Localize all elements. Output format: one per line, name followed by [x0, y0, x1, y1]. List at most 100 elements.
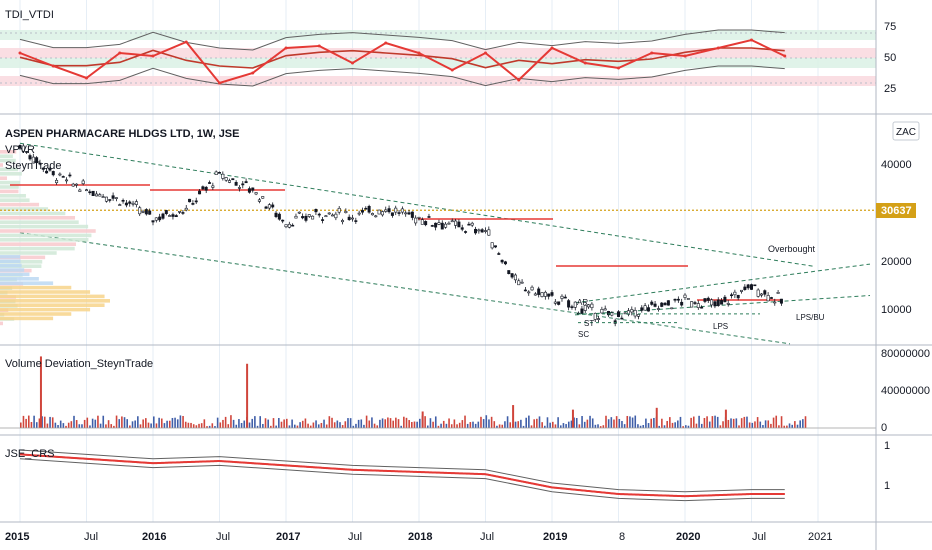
- tdi-point: [484, 52, 487, 55]
- time-tick: 8: [619, 531, 625, 543]
- candle-body: [105, 197, 107, 201]
- volume-bar: [669, 417, 671, 428]
- candle-body: [704, 299, 706, 302]
- volume-bar: [698, 416, 700, 428]
- candle-body: [611, 313, 613, 315]
- candle-body: [591, 304, 593, 308]
- candle-body: [242, 184, 244, 185]
- volume-bar: [794, 421, 796, 428]
- volume-bar: [464, 416, 466, 428]
- volume-bar: [501, 425, 503, 428]
- volume-bar: [180, 415, 182, 428]
- volume-bar: [645, 419, 647, 428]
- candle-body: [305, 216, 307, 220]
- vpvr-bar: [0, 317, 53, 321]
- candle-body: [734, 292, 736, 295]
- time-tick: 2017: [276, 531, 300, 543]
- vpvr-bar: [0, 225, 88, 229]
- time-axis: 2015 Jul 2016 Jul 2017 Jul 2018 Jul 2019…: [5, 531, 832, 543]
- volume-bar: [87, 418, 89, 428]
- candle-body: [684, 295, 686, 298]
- volume-bar: [730, 418, 732, 428]
- vpvr-bar: [0, 198, 30, 202]
- time-tick: Jul: [348, 531, 362, 543]
- candle-body: [547, 294, 549, 296]
- volume-bar: [28, 416, 30, 428]
- candle-body: [29, 156, 31, 159]
- volume-bar: [84, 420, 86, 428]
- candle-body: [331, 215, 333, 216]
- volume-bar: [611, 417, 613, 428]
- tdi-point: [684, 55, 687, 58]
- volume-bar: [358, 420, 360, 428]
- tdi-point: [185, 41, 188, 44]
- candle-body: [375, 216, 377, 217]
- candle-body: [228, 181, 230, 183]
- candle-body: [82, 181, 84, 184]
- candle-body: [707, 298, 709, 300]
- volume-bar: [424, 416, 426, 428]
- tdi-point: [418, 52, 421, 55]
- volume-bar: [797, 425, 799, 428]
- volume-bar: [778, 425, 780, 428]
- indicator-steyntrade: SteynTrade: [5, 160, 61, 172]
- candle-body: [109, 199, 111, 200]
- volume-bar: [105, 424, 107, 428]
- volume-title: Volume Deviation_SteynTrade: [5, 358, 153, 370]
- volume-bar: [156, 423, 158, 428]
- volume-spike: [725, 410, 727, 428]
- candle-body: [674, 299, 676, 300]
- candle-body: [637, 314, 639, 316]
- volume-bar: [483, 419, 485, 428]
- candle-body: [378, 210, 380, 214]
- volume-bar: [398, 419, 400, 428]
- volume-bar: [805, 416, 807, 428]
- volume-bar: [177, 419, 179, 428]
- candle-body: [710, 300, 712, 305]
- volume-bar: [672, 423, 674, 428]
- volume-bar: [773, 418, 775, 428]
- vpvr-bar: [0, 273, 29, 277]
- candle-body: [142, 211, 144, 212]
- candle-body: [697, 304, 699, 308]
- candle-body: [89, 192, 91, 193]
- vpvr-bar: [0, 181, 20, 185]
- candle-body: [714, 302, 716, 306]
- volume-bar: [97, 416, 99, 428]
- volume-bar: [63, 423, 65, 428]
- volume-bar: [395, 418, 397, 428]
- volume-bar: [273, 418, 275, 428]
- volume-bar: [549, 423, 551, 428]
- candle-body: [621, 318, 623, 319]
- price-title: ASPEN PHARMACARE HLDGS LTD, 1W, JSE: [5, 128, 240, 140]
- volume-bar: [733, 419, 735, 428]
- candle-body: [162, 214, 164, 218]
- candle-body: [272, 205, 274, 207]
- volume-bar: [624, 424, 626, 428]
- candle-body: [315, 209, 317, 212]
- volume-bar: [283, 419, 285, 428]
- volume-bar: [102, 416, 104, 428]
- volume-bar: [315, 420, 317, 428]
- volume-bar: [31, 422, 33, 428]
- time-tick: 2015: [5, 531, 29, 543]
- candle-body: [338, 208, 340, 212]
- volume-bar: [281, 422, 283, 428]
- volume-bar: [225, 417, 227, 428]
- candle-body: [235, 182, 237, 185]
- vpvr-bar: [0, 308, 90, 312]
- volume-bar: [52, 417, 54, 428]
- time-tick: 2016: [142, 531, 166, 543]
- volume-bar: [94, 420, 96, 428]
- volume-bar: [533, 419, 535, 428]
- volume-bar: [313, 423, 315, 428]
- candle-body: [355, 221, 357, 222]
- candle-body: [345, 211, 347, 212]
- candle-body: [438, 223, 440, 225]
- time-tick: Jul: [84, 531, 98, 543]
- tdi-point: [19, 52, 22, 55]
- volume-bar: [634, 416, 636, 428]
- candle-body: [135, 202, 137, 205]
- volume-bar: [706, 416, 708, 428]
- candle-body: [278, 214, 280, 219]
